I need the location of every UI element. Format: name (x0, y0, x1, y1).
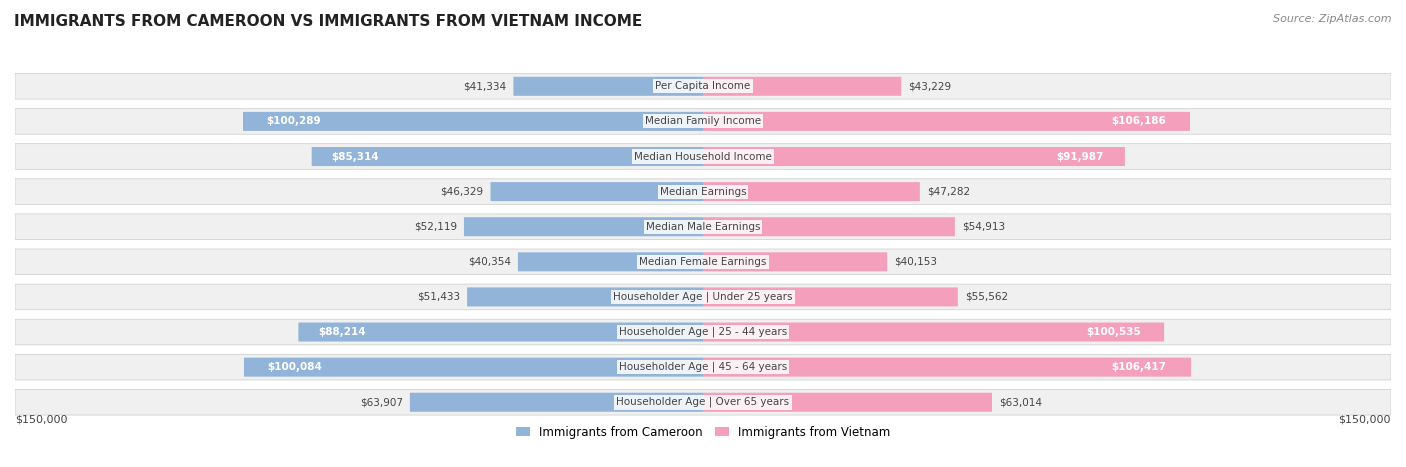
Text: $40,354: $40,354 (468, 257, 510, 267)
FancyBboxPatch shape (467, 287, 703, 306)
Text: IMMIGRANTS FROM CAMEROON VS IMMIGRANTS FROM VIETNAM INCOME: IMMIGRANTS FROM CAMEROON VS IMMIGRANTS F… (14, 14, 643, 29)
FancyBboxPatch shape (703, 252, 887, 271)
FancyBboxPatch shape (464, 217, 703, 236)
Text: $150,000: $150,000 (1339, 415, 1391, 425)
Text: $150,000: $150,000 (15, 415, 67, 425)
Text: $63,014: $63,014 (998, 397, 1042, 407)
Text: Median Household Income: Median Household Income (634, 151, 772, 162)
Text: $63,907: $63,907 (360, 397, 404, 407)
Text: Median Family Income: Median Family Income (645, 116, 761, 127)
FancyBboxPatch shape (298, 323, 703, 341)
FancyBboxPatch shape (703, 358, 1191, 377)
Text: $55,562: $55,562 (965, 292, 1008, 302)
Text: $85,314: $85,314 (332, 151, 378, 162)
FancyBboxPatch shape (703, 77, 901, 96)
Text: $54,913: $54,913 (962, 222, 1005, 232)
FancyBboxPatch shape (411, 393, 703, 412)
FancyBboxPatch shape (243, 112, 703, 131)
FancyBboxPatch shape (703, 393, 993, 412)
FancyBboxPatch shape (703, 147, 1125, 166)
FancyBboxPatch shape (517, 252, 703, 271)
Text: $106,186: $106,186 (1111, 116, 1166, 127)
FancyBboxPatch shape (15, 73, 1391, 99)
Text: Householder Age | Over 65 years: Householder Age | Over 65 years (616, 397, 790, 408)
Text: Median Male Earnings: Median Male Earnings (645, 222, 761, 232)
Legend: Immigrants from Cameroon, Immigrants from Vietnam: Immigrants from Cameroon, Immigrants fro… (510, 421, 896, 444)
Text: $106,417: $106,417 (1112, 362, 1167, 372)
Text: $51,433: $51,433 (418, 292, 460, 302)
Text: $100,535: $100,535 (1087, 327, 1142, 337)
Text: $47,282: $47,282 (927, 187, 970, 197)
Text: $52,119: $52,119 (413, 222, 457, 232)
FancyBboxPatch shape (15, 144, 1391, 170)
Text: $40,153: $40,153 (894, 257, 936, 267)
FancyBboxPatch shape (15, 354, 1391, 380)
FancyBboxPatch shape (15, 249, 1391, 275)
FancyBboxPatch shape (15, 319, 1391, 345)
FancyBboxPatch shape (703, 287, 957, 306)
FancyBboxPatch shape (513, 77, 703, 96)
Text: $91,987: $91,987 (1056, 151, 1104, 162)
FancyBboxPatch shape (703, 112, 1189, 131)
Text: Source: ZipAtlas.com: Source: ZipAtlas.com (1274, 14, 1392, 24)
FancyBboxPatch shape (15, 214, 1391, 240)
FancyBboxPatch shape (491, 182, 703, 201)
Text: $100,084: $100,084 (267, 362, 322, 372)
Text: $100,289: $100,289 (266, 116, 321, 127)
Text: Householder Age | Under 25 years: Householder Age | Under 25 years (613, 292, 793, 302)
FancyBboxPatch shape (245, 358, 703, 377)
Text: Householder Age | 45 - 64 years: Householder Age | 45 - 64 years (619, 362, 787, 372)
FancyBboxPatch shape (312, 147, 703, 166)
FancyBboxPatch shape (15, 284, 1391, 310)
Text: Per Capita Income: Per Capita Income (655, 81, 751, 92)
Text: Median Female Earnings: Median Female Earnings (640, 257, 766, 267)
FancyBboxPatch shape (703, 182, 920, 201)
FancyBboxPatch shape (703, 217, 955, 236)
FancyBboxPatch shape (703, 323, 1164, 341)
Text: $43,229: $43,229 (908, 81, 952, 92)
Text: Median Earnings: Median Earnings (659, 187, 747, 197)
Text: $41,334: $41,334 (464, 81, 506, 92)
Text: $46,329: $46,329 (440, 187, 484, 197)
FancyBboxPatch shape (15, 179, 1391, 205)
Text: $88,214: $88,214 (319, 327, 366, 337)
FancyBboxPatch shape (15, 389, 1391, 415)
FancyBboxPatch shape (15, 109, 1391, 134)
Text: Householder Age | 25 - 44 years: Householder Age | 25 - 44 years (619, 327, 787, 337)
